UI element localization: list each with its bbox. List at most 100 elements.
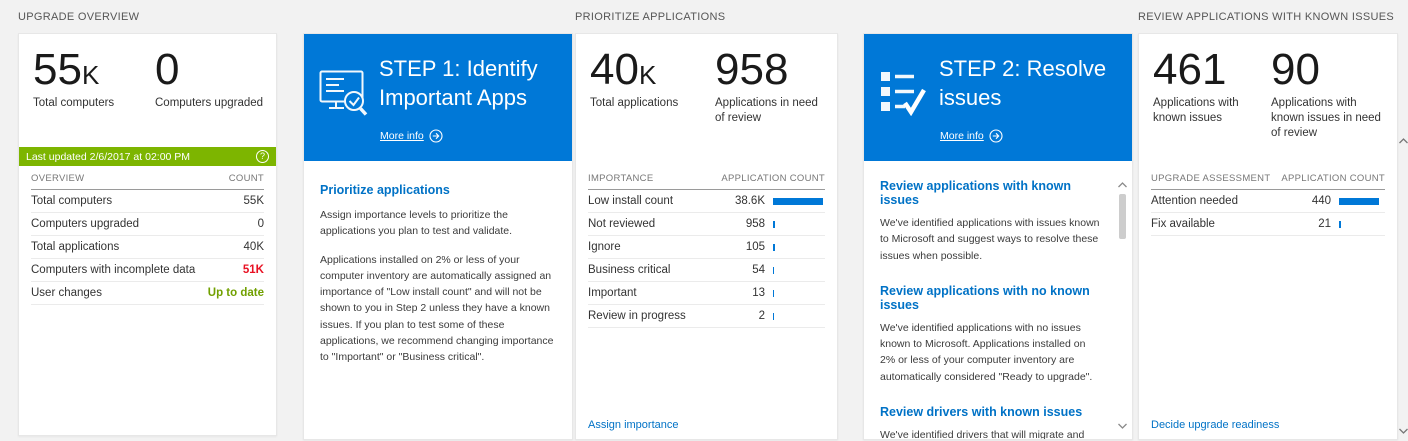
row-value: 38.6K xyxy=(734,195,765,207)
section-header-review-applications: REVIEW APPLICATIONS WITH KNOWN ISSUES xyxy=(1138,11,1394,23)
step1-tile[interactable]: STEP 1: Identify Important Apps More inf… xyxy=(304,34,572,161)
metric-apps-known-issues-need-review[interactable]: 90 Applications with known issues in nee… xyxy=(1271,45,1389,141)
table-row[interactable]: User changes Up to date xyxy=(31,282,264,305)
metric-value: 55K xyxy=(33,45,100,94)
table-row[interactable]: Low install count 38.6K xyxy=(588,190,825,213)
table-row[interactable]: Ignore 105 xyxy=(588,236,825,259)
scroll-down-icon[interactable] xyxy=(1117,421,1127,431)
table-row[interactable]: Fix available 21 xyxy=(1151,213,1385,236)
row-value: 105 xyxy=(745,241,765,253)
metric-computers-upgraded[interactable]: 0 Computers upgraded xyxy=(155,47,263,111)
last-updated-bar: Last updated 2/6/2017 at 02:00 PM ? xyxy=(19,147,276,166)
metric-label: Applications in need of review xyxy=(715,96,818,124)
applications-stats-card: 40K Total applications 958 Applications … xyxy=(575,33,838,440)
column-count: COUNT xyxy=(228,173,264,184)
table-header: OVERVIEW COUNT xyxy=(31,173,264,190)
table-row[interactable]: Not reviewed 958 xyxy=(588,213,825,236)
table-row[interactable]: Total computers 55K xyxy=(31,190,264,213)
row-value-ok: Up to date xyxy=(207,287,264,299)
table-header: IMPORTANCE APPLICATION COUNT xyxy=(588,173,825,190)
step1-paragraph-2: Applications installed on 2% or less of … xyxy=(320,253,554,364)
table-row[interactable]: Important 13 xyxy=(588,282,825,305)
metric-value: 461 xyxy=(1153,45,1227,94)
metric-total-applications[interactable]: 40K Total applications xyxy=(590,45,715,126)
assign-importance-link[interactable]: Assign importance xyxy=(588,419,679,431)
step1-body: Prioritize applications Assign importanc… xyxy=(304,161,572,439)
metric-label: Total computers xyxy=(33,96,115,109)
step2-body: Review applications with known issues We… xyxy=(864,161,1132,439)
page-scroll-down-icon[interactable] xyxy=(1398,426,1408,436)
metric-apps-need-review[interactable]: 958 Applications in need of review xyxy=(715,45,827,126)
metric-label: Applications with known issues xyxy=(1153,96,1239,124)
page-scrollbar[interactable] xyxy=(1398,133,1408,439)
count-bar xyxy=(1339,197,1379,205)
row-value: 958 xyxy=(745,218,765,230)
bar-cell xyxy=(773,289,825,297)
step1-paragraph-1: Assign importance levels to prioritize t… xyxy=(320,209,513,238)
applications-metrics: 40K Total applications 958 Applications … xyxy=(576,34,837,126)
table-row[interactable]: Computers upgraded 0 xyxy=(31,213,264,236)
metric-label: Applications with known issues in need o… xyxy=(1271,96,1381,139)
row-value: 13 xyxy=(752,287,765,299)
row-label: Total computers xyxy=(31,195,113,207)
bar-cell xyxy=(773,197,825,205)
more-info-link[interactable]: More info xyxy=(380,130,424,142)
more-info-link[interactable]: More info xyxy=(940,130,984,142)
scroll-up-icon[interactable] xyxy=(1117,180,1127,190)
last-updated-text: Last updated 2/6/2017 at 02:00 PM xyxy=(26,150,191,163)
metric-value: 958 xyxy=(715,45,789,94)
column-application-count: APPLICATION COUNT xyxy=(1281,173,1385,184)
review-drivers-text: We've identified drivers that will migra… xyxy=(880,428,1085,439)
row-label: Ignore xyxy=(588,241,621,253)
more-info-arrow-icon[interactable] xyxy=(429,129,443,143)
row-value: 0 xyxy=(257,218,264,230)
known-issues-metrics: 461 Applications with known issues 90 Ap… xyxy=(1139,34,1397,141)
step2-tile[interactable]: STEP 2: Resolve issues More info xyxy=(864,34,1132,161)
metric-value: 40K xyxy=(590,45,657,94)
table-row[interactable]: Attention needed 440 xyxy=(1151,190,1385,213)
column-importance: IMPORTANCE xyxy=(588,173,654,184)
more-info-arrow-icon[interactable] xyxy=(989,129,1003,143)
resolve-issues-icon xyxy=(879,70,927,121)
step1-more-info[interactable]: More info xyxy=(380,129,443,143)
row-value: 40K xyxy=(243,241,264,253)
table-row[interactable]: Review in progress 2 xyxy=(588,305,825,328)
row-label: Fix available xyxy=(1151,218,1215,230)
scrollbar-track[interactable] xyxy=(1115,190,1129,421)
step2-more-info[interactable]: More info xyxy=(940,129,1003,143)
count-bar xyxy=(773,243,775,251)
step1-title: STEP 1: Identify Important Apps xyxy=(379,56,538,111)
table-row[interactable]: Computers with incomplete data 51K xyxy=(31,259,264,282)
row-label: Low install count xyxy=(588,195,674,207)
count-bar xyxy=(773,312,774,320)
metric-value: 90 xyxy=(1271,45,1320,94)
step2-scrollbar[interactable] xyxy=(1115,180,1129,431)
help-icon[interactable]: ? xyxy=(256,150,269,163)
overview-metrics: 55K Total computers 0 Computers upgraded xyxy=(19,34,276,111)
metric-label: Total applications xyxy=(590,96,679,109)
row-label: Review in progress xyxy=(588,310,686,322)
step1-card: STEP 1: Identify Important Apps More inf… xyxy=(303,33,573,440)
page-scroll-up-icon[interactable] xyxy=(1398,136,1408,146)
metric-apps-known-issues[interactable]: 461 Applications with known issues xyxy=(1153,45,1271,141)
table-row[interactable]: Total applications 40K xyxy=(31,236,264,259)
bar-cell xyxy=(773,312,825,320)
row-value: 440 xyxy=(1311,195,1331,207)
step2-title: STEP 2: Resolve issues xyxy=(939,56,1107,111)
count-bar xyxy=(773,289,774,297)
review-drivers-heading: Review drivers with known issues xyxy=(880,404,1083,419)
bar-cell xyxy=(1339,197,1385,205)
identify-apps-icon xyxy=(319,70,371,123)
bar-cell xyxy=(1339,220,1385,228)
column-overview: OVERVIEW xyxy=(31,173,85,184)
row-value: 21 xyxy=(1318,218,1331,230)
review-no-known-issues-heading: Review applications with no known issues xyxy=(880,283,1090,312)
decide-upgrade-readiness-link[interactable]: Decide upgrade readiness xyxy=(1151,419,1280,431)
bar-cell xyxy=(773,243,825,251)
count-bar xyxy=(773,197,823,205)
scrollbar-thumb[interactable] xyxy=(1118,194,1126,239)
row-label: Not reviewed xyxy=(588,218,656,230)
table-row[interactable]: Business critical 54 xyxy=(588,259,825,282)
metric-total-computers[interactable]: 55K Total computers xyxy=(33,45,155,111)
